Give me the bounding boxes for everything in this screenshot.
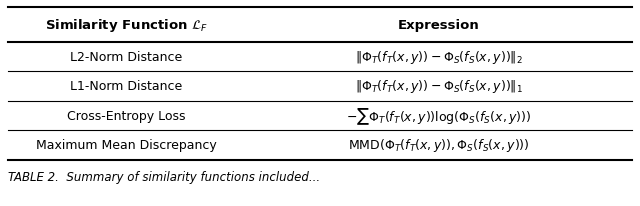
- Text: L1-Norm Distance: L1-Norm Distance: [70, 80, 182, 93]
- Text: Expression: Expression: [398, 19, 479, 32]
- Text: Cross-Entropy Loss: Cross-Entropy Loss: [67, 109, 186, 122]
- Text: Maximum Mean Discrepancy: Maximum Mean Discrepancy: [36, 139, 217, 152]
- Text: $\mathrm{MMD}(\Phi_T(f_T(x,y)), \Phi_S(f_S(x,y)))$: $\mathrm{MMD}(\Phi_T(f_T(x,y)), \Phi_S(f…: [348, 137, 529, 154]
- Text: TABLE 2.  Summary of similarity functions included...: TABLE 2. Summary of similarity functions…: [8, 170, 320, 183]
- Text: L2-Norm Distance: L2-Norm Distance: [70, 51, 182, 64]
- Text: $-\sum\Phi_T(f_T(x,y))\log(\Phi_S(f_S(x,y)))$: $-\sum\Phi_T(f_T(x,y))\log(\Phi_S(f_S(x,…: [346, 106, 531, 126]
- Text: $\|\Phi_T(f_T(x,y)) - \Phi_S(f_S(x,y))\|_1$: $\|\Phi_T(f_T(x,y)) - \Phi_S(f_S(x,y))\|…: [355, 78, 523, 95]
- Text: $\|\Phi_T(f_T(x,y)) - \Phi_S(f_S(x,y))\|_2$: $\|\Phi_T(f_T(x,y)) - \Phi_S(f_S(x,y))\|…: [355, 49, 523, 66]
- Text: Similarity Function $\mathcal{L}_F$: Similarity Function $\mathcal{L}_F$: [45, 16, 208, 33]
